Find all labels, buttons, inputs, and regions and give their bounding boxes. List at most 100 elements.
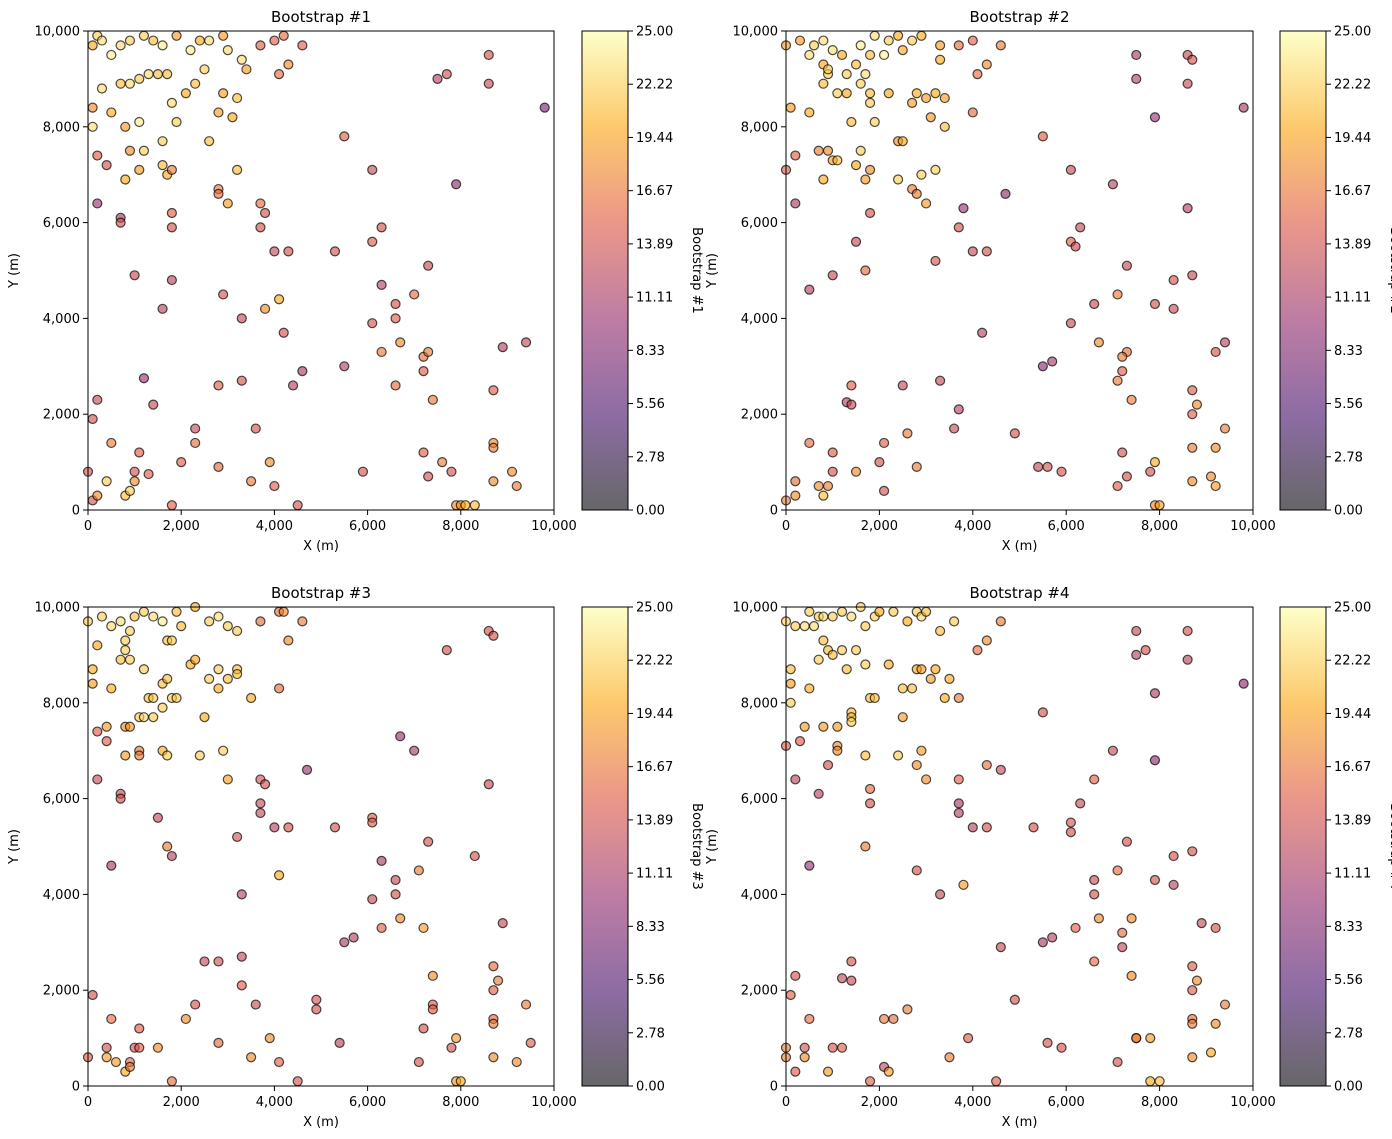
colorbar-tick-label: 8.33 (636, 344, 665, 359)
scatter-point (367, 817, 378, 828)
scatter-point (166, 850, 177, 862)
scatter-point (190, 654, 201, 665)
scatter-point (129, 611, 140, 622)
scatter-point (850, 59, 862, 70)
scatter-point (785, 697, 796, 708)
scatter-point (874, 606, 885, 617)
scatter-point (134, 1023, 145, 1034)
scatter-point (520, 337, 532, 348)
scatter-point (813, 145, 824, 156)
scatter-point (166, 1076, 177, 1087)
y-tick-label: 2,000 (741, 408, 778, 423)
axes-frame (87, 30, 555, 511)
scatter-point (259, 207, 271, 219)
scatter-point (846, 116, 857, 128)
scatter-point (488, 630, 499, 641)
axes-frame (87, 606, 555, 1087)
scatter-point (1047, 932, 1058, 943)
scatter-point (1089, 774, 1100, 785)
scatter-point (269, 35, 280, 46)
scatter-point (1117, 365, 1128, 377)
scatter-point (148, 399, 159, 410)
scatter-point (846, 716, 857, 728)
scatter-point (1168, 303, 1179, 314)
scatter-point (1210, 442, 1221, 453)
scatter-point (152, 69, 163, 80)
scatter-point (106, 1013, 117, 1025)
scatter-point (916, 30, 927, 41)
scatter-point (790, 490, 801, 501)
scatter-point (441, 69, 452, 80)
scatter-point (1182, 203, 1193, 214)
scatter-point (1131, 625, 1142, 637)
scatter-point (925, 112, 936, 123)
scatter-point (930, 255, 941, 267)
scatter-point (925, 673, 936, 684)
scatter-point (892, 30, 904, 41)
scatter-point (190, 78, 201, 89)
scatter-point (841, 88, 852, 99)
scatter-point (953, 774, 964, 785)
scatter-point (120, 635, 131, 646)
y-tick-label: 2,000 (43, 984, 80, 999)
scatter-point (897, 45, 908, 56)
scatter-point (101, 736, 112, 747)
scatter-point (949, 616, 960, 627)
scatter-point (836, 645, 848, 656)
scatter-point (124, 654, 136, 665)
scatter-point (808, 40, 820, 51)
scatter-point (1056, 1042, 1067, 1053)
scatter-point (409, 289, 420, 300)
scatter-point (222, 673, 233, 684)
scatter-point (106, 49, 117, 61)
colorbar-tick-label: 5.56 (636, 397, 665, 412)
scatter-point (213, 956, 224, 967)
scatter-point (1112, 289, 1123, 300)
scatter-point (427, 394, 438, 405)
plot-area (88, 31, 554, 510)
scatter-point (1131, 1032, 1142, 1044)
scatter-point (1033, 461, 1044, 472)
scatter-point (1210, 346, 1221, 358)
scatter-point (166, 222, 177, 233)
scatter-point (413, 1056, 424, 1068)
scatter-point (1205, 471, 1217, 482)
scatter-point (148, 712, 159, 723)
x-tick-label: 8,000 (1141, 519, 1178, 534)
scatter-point (1065, 817, 1076, 828)
x-tick-label: 10,000 (531, 1095, 577, 1110)
scatter-point (790, 476, 801, 487)
scatter-point (1219, 423, 1231, 434)
colorbar-tick-label: 0.00 (636, 504, 665, 519)
scatter-point (176, 457, 187, 468)
scatter-point (213, 664, 224, 675)
scatter-point (939, 692, 950, 704)
scatter-point (269, 822, 280, 833)
scatter-point (935, 40, 946, 51)
scatter-point (832, 745, 843, 756)
scatter-point (92, 198, 103, 209)
scatter-point (148, 692, 159, 704)
scatter-point (213, 380, 224, 391)
scatter-point (995, 764, 1006, 775)
x-tick-label: 0 (782, 519, 790, 534)
scatter-point (846, 399, 857, 410)
scatter-point (790, 198, 801, 209)
axes-frame (785, 606, 1254, 1087)
scatter-point (930, 164, 941, 176)
y-tick-label: 4,000 (741, 888, 778, 903)
x-tick-label: 4,000 (256, 519, 293, 534)
scatter-point (939, 121, 950, 132)
colorbar-gradient (582, 31, 628, 510)
scatter-point (846, 380, 857, 391)
scatter-point (1168, 850, 1179, 862)
scatter-point (423, 836, 434, 847)
scatter-point (911, 88, 922, 99)
scatter-point (935, 889, 946, 900)
scatter-point (129, 270, 140, 281)
scatter-point (376, 279, 387, 290)
scatter-point (92, 774, 103, 785)
scatter-point (124, 35, 136, 46)
x-tick-label: 6,000 (349, 519, 386, 534)
scatter-point (864, 783, 876, 795)
